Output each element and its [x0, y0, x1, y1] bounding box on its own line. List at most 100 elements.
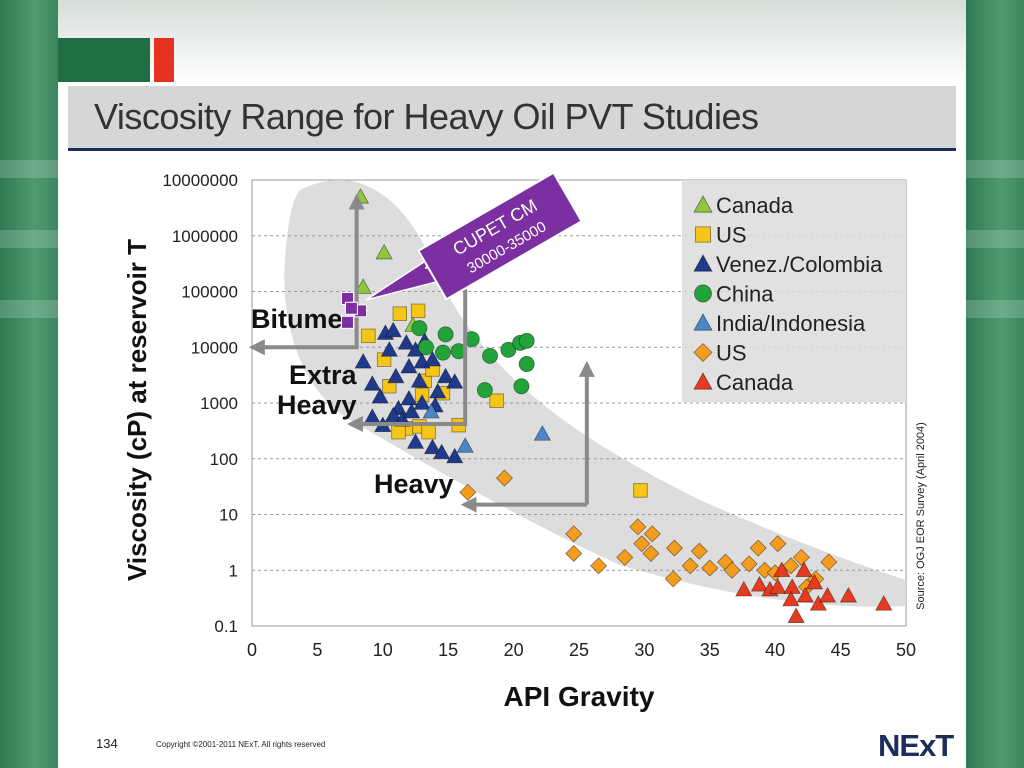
y-tick-label: 1000000: [172, 227, 238, 246]
data-point: [495, 469, 514, 487]
data-point: [643, 525, 661, 543]
data-point: [723, 561, 741, 579]
data-point: [629, 518, 647, 536]
cupet-callout-box: [417, 171, 583, 301]
cupet-marker: [340, 315, 354, 329]
data-point: [664, 570, 682, 588]
legend-swatch: [693, 195, 713, 213]
x-axis-title: API Gravity: [504, 681, 655, 712]
data-point: [422, 402, 440, 419]
data-point: [665, 539, 684, 557]
data-point: [410, 303, 426, 319]
data-point: [839, 586, 858, 603]
data-point: [782, 557, 800, 575]
legend-swatch: [693, 313, 713, 331]
left-decor-band: [0, 0, 58, 768]
data-point: [446, 372, 464, 389]
x-tick-label: 50: [896, 640, 916, 660]
data-point: [402, 402, 421, 419]
extra-heavy-label: Heavy: [277, 390, 357, 420]
bitume-label: Bitume: [251, 304, 343, 334]
data-point: [796, 586, 814, 603]
data-point: [411, 320, 428, 337]
data-point: [783, 578, 801, 594]
data-point: [590, 557, 608, 575]
data-point: [513, 378, 530, 395]
data-point: [565, 544, 583, 563]
data-point: [397, 334, 416, 350]
y-tick-label: 1000: [200, 394, 238, 413]
data-point: [690, 542, 708, 560]
data-point: [384, 406, 402, 423]
y-tick-label: 0.1: [214, 617, 238, 636]
legend-swatch: [694, 226, 712, 243]
next-logo: NExT: [878, 728, 954, 763]
header-green-accent: [58, 38, 150, 82]
title-bar: Viscosity Range for Heavy Oil PVT Studie…: [68, 86, 956, 151]
legend-label: India/Indonesia: [716, 311, 866, 336]
data-point: [749, 539, 767, 557]
data-point: [382, 379, 397, 394]
data-point: [805, 573, 824, 590]
data-point: [384, 321, 402, 338]
data-point: [371, 387, 389, 404]
data-point: [642, 544, 660, 563]
data-point: [489, 393, 504, 408]
legend-label: US: [716, 341, 747, 366]
slide-title: Viscosity Range for Heavy Oil PVT Studie…: [94, 96, 759, 137]
x-tick-label: 35: [700, 640, 720, 660]
data-point: [701, 559, 719, 577]
data-point: [456, 437, 474, 453]
data-point: [410, 371, 429, 388]
legend-swatch: [694, 284, 712, 303]
data-point: [400, 357, 418, 374]
data-point: [406, 433, 425, 449]
x-tick-label: 5: [312, 640, 322, 660]
slide-header-band: [58, 0, 966, 82]
data-point: [421, 424, 436, 440]
legend-label: Canada: [716, 193, 794, 218]
data-point: [400, 389, 418, 406]
data-point: [769, 578, 787, 594]
data-point: [633, 535, 651, 553]
data-point: [681, 557, 699, 575]
extra-heavy-boundary-arrow: [346, 289, 468, 433]
data-point: [380, 340, 399, 357]
x-tick-label: 30: [634, 640, 654, 660]
y-tick-label: 10000: [191, 338, 238, 357]
data-point: [500, 341, 517, 358]
data-point: [363, 375, 382, 391]
legend-swatch: [693, 254, 713, 272]
data-point: [423, 438, 442, 455]
data-point: [616, 548, 634, 566]
data-point: [565, 525, 583, 543]
cupet-marker: [344, 301, 358, 315]
data-point: [818, 586, 837, 603]
data-point: [633, 483, 648, 498]
data-point: [533, 424, 552, 441]
data-point: [437, 326, 454, 343]
y-tick-label: 10: [219, 506, 238, 525]
x-tick-label: 10: [373, 640, 393, 660]
data-point: [518, 356, 535, 373]
data-point: [423, 350, 442, 367]
y-tick-label: 1: [229, 561, 238, 580]
data-point: [518, 332, 535, 349]
data-point: [434, 344, 451, 361]
data-point: [792, 548, 810, 566]
data-point: [482, 347, 499, 364]
data-point: [773, 561, 791, 578]
data-point: [417, 339, 434, 356]
data-point: [820, 553, 838, 571]
legend-label: Venez./Colombia: [716, 252, 883, 277]
data-point: [375, 243, 393, 260]
data-point: [354, 352, 372, 369]
data-point: [769, 535, 787, 553]
x-tick-label: 45: [831, 640, 851, 660]
legend-swatch: [693, 372, 713, 390]
data-point: [782, 590, 800, 607]
y-axis-title: Viscosity (cP) at reservoir T: [122, 239, 152, 581]
data-point: [387, 367, 405, 384]
data-point: [429, 382, 447, 399]
